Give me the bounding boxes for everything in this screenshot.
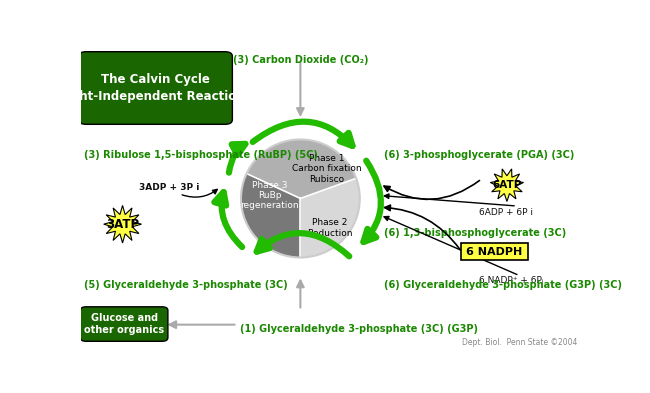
Text: (6) 3-phosphoglycerate (PGA) (3C): (6) 3-phosphoglycerate (PGA) (3C) bbox=[384, 150, 574, 160]
Text: (6) 1,3-bisphosphoglycerate (3C): (6) 1,3-bisphosphoglycerate (3C) bbox=[384, 228, 566, 238]
Polygon shape bbox=[490, 169, 523, 202]
Text: (1) Glyceraldehyde 3-phosphate (3C) (G3P): (1) Glyceraldehyde 3-phosphate (3C) (G3P… bbox=[240, 323, 478, 334]
Text: (3) Carbon Dioxide (CO₂): (3) Carbon Dioxide (CO₂) bbox=[233, 55, 368, 65]
Text: Phase 2
Reduction: Phase 2 Reduction bbox=[307, 218, 353, 238]
Text: Glucose and
other organics: Glucose and other organics bbox=[84, 313, 164, 335]
FancyBboxPatch shape bbox=[79, 52, 233, 124]
Text: The Calvin Cycle
(Light-Independent Reactions): The Calvin Cycle (Light-Independent Reac… bbox=[55, 73, 257, 103]
Polygon shape bbox=[300, 178, 359, 257]
Polygon shape bbox=[241, 174, 300, 257]
Text: 6 NADP⁺ + 6Pᵢ: 6 NADP⁺ + 6Pᵢ bbox=[479, 276, 543, 285]
FancyBboxPatch shape bbox=[461, 243, 528, 260]
Text: Phase 1
Carbon fixation
Rubisco: Phase 1 Carbon fixation Rubisco bbox=[292, 154, 362, 184]
Text: 6ATP: 6ATP bbox=[492, 180, 521, 190]
Text: (5) Glyceraldehyde 3-phosphate (3C): (5) Glyceraldehyde 3-phosphate (3C) bbox=[84, 280, 287, 290]
Text: Dept. Biol.  Penn State ©2004: Dept. Biol. Penn State ©2004 bbox=[462, 338, 577, 347]
Text: 6ADP + 6P i: 6ADP + 6P i bbox=[479, 208, 533, 217]
Polygon shape bbox=[246, 140, 356, 198]
FancyBboxPatch shape bbox=[80, 307, 168, 341]
Text: 3ADP + 3P i: 3ADP + 3P i bbox=[139, 184, 200, 193]
Text: Phase 3
RuBp
regeneration: Phase 3 RuBp regeneration bbox=[240, 181, 299, 210]
Text: 3ATP: 3ATP bbox=[106, 218, 139, 231]
Text: (3) Ribulose 1,5-bisphosphate (RuBP) (5C): (3) Ribulose 1,5-bisphosphate (RuBP) (5C… bbox=[84, 150, 318, 160]
Text: 6 NADPH: 6 NADPH bbox=[466, 247, 523, 257]
Text: (6) Glyceraldehyde 3-phosphate (G3P) (3C): (6) Glyceraldehyde 3-phosphate (G3P) (3C… bbox=[384, 280, 621, 290]
Polygon shape bbox=[103, 206, 142, 243]
